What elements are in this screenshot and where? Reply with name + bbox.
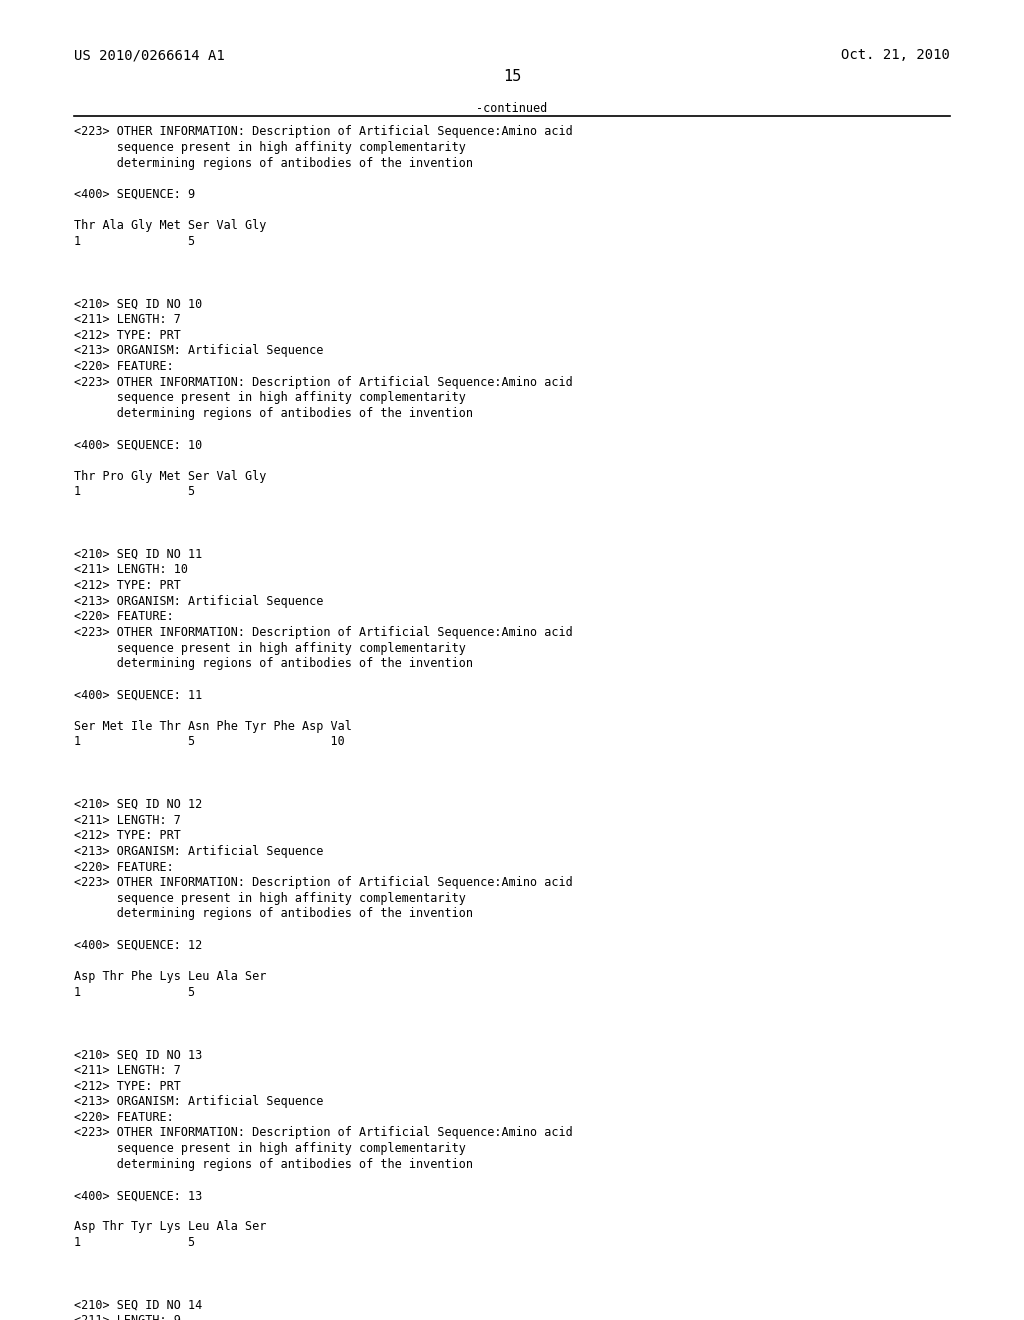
Text: <211> LENGTH: 7: <211> LENGTH: 7: [74, 813, 180, 826]
Text: 1               5                   10: 1 5 10: [74, 735, 344, 748]
Text: sequence present in high affinity complementarity: sequence present in high affinity comple…: [74, 391, 466, 404]
Text: <212> TYPE: PRT: <212> TYPE: PRT: [74, 1080, 180, 1093]
Text: <212> TYPE: PRT: <212> TYPE: PRT: [74, 829, 180, 842]
Text: <212> TYPE: PRT: <212> TYPE: PRT: [74, 329, 180, 342]
Text: Oct. 21, 2010: Oct. 21, 2010: [842, 49, 950, 62]
Text: -continued: -continued: [476, 102, 548, 115]
Text: Asp Thr Phe Lys Leu Ala Ser: Asp Thr Phe Lys Leu Ala Ser: [74, 970, 266, 983]
Text: 1               5: 1 5: [74, 486, 195, 498]
Text: <210> SEQ ID NO 12: <210> SEQ ID NO 12: [74, 799, 202, 810]
Text: <223> OTHER INFORMATION: Description of Artificial Sequence:Amino acid: <223> OTHER INFORMATION: Description of …: [74, 125, 572, 139]
Text: <223> OTHER INFORMATION: Description of Artificial Sequence:Amino acid: <223> OTHER INFORMATION: Description of …: [74, 876, 572, 890]
Text: 1               5: 1 5: [74, 235, 195, 248]
Text: <211> LENGTH: 7: <211> LENGTH: 7: [74, 1064, 180, 1077]
Text: Thr Ala Gly Met Ser Val Gly: Thr Ala Gly Met Ser Val Gly: [74, 219, 266, 232]
Text: Thr Pro Gly Met Ser Val Gly: Thr Pro Gly Met Ser Val Gly: [74, 470, 266, 483]
Text: sequence present in high affinity complementarity: sequence present in high affinity comple…: [74, 642, 466, 655]
Text: <223> OTHER INFORMATION: Description of Artificial Sequence:Amino acid: <223> OTHER INFORMATION: Description of …: [74, 1126, 572, 1139]
Text: 15: 15: [503, 69, 521, 84]
Text: <213> ORGANISM: Artificial Sequence: <213> ORGANISM: Artificial Sequence: [74, 345, 324, 358]
Text: determining regions of antibodies of the invention: determining regions of antibodies of the…: [74, 157, 473, 170]
Text: <211> LENGTH: 9: <211> LENGTH: 9: [74, 1315, 180, 1320]
Text: <223> OTHER INFORMATION: Description of Artificial Sequence:Amino acid: <223> OTHER INFORMATION: Description of …: [74, 626, 572, 639]
Text: <210> SEQ ID NO 10: <210> SEQ ID NO 10: [74, 297, 202, 310]
Text: <400> SEQUENCE: 10: <400> SEQUENCE: 10: [74, 438, 202, 451]
Text: <211> LENGTH: 7: <211> LENGTH: 7: [74, 313, 180, 326]
Text: sequence present in high affinity complementarity: sequence present in high affinity comple…: [74, 1142, 466, 1155]
Text: US 2010/0266614 A1: US 2010/0266614 A1: [74, 49, 224, 62]
Text: <213> ORGANISM: Artificial Sequence: <213> ORGANISM: Artificial Sequence: [74, 845, 324, 858]
Text: <210> SEQ ID NO 11: <210> SEQ ID NO 11: [74, 548, 202, 561]
Text: <223> OTHER INFORMATION: Description of Artificial Sequence:Amino acid: <223> OTHER INFORMATION: Description of …: [74, 376, 572, 388]
Text: <400> SEQUENCE: 12: <400> SEQUENCE: 12: [74, 939, 202, 952]
Text: sequence present in high affinity complementarity: sequence present in high affinity comple…: [74, 892, 466, 904]
Text: <400> SEQUENCE: 13: <400> SEQUENCE: 13: [74, 1189, 202, 1203]
Text: <210> SEQ ID NO 14: <210> SEQ ID NO 14: [74, 1299, 202, 1312]
Text: <211> LENGTH: 10: <211> LENGTH: 10: [74, 564, 187, 577]
Text: <400> SEQUENCE: 11: <400> SEQUENCE: 11: [74, 689, 202, 701]
Text: <210> SEQ ID NO 13: <210> SEQ ID NO 13: [74, 1048, 202, 1061]
Text: <400> SEQUENCE: 9: <400> SEQUENCE: 9: [74, 187, 195, 201]
Text: determining regions of antibodies of the invention: determining regions of antibodies of the…: [74, 407, 473, 420]
Text: <220> FEATURE:: <220> FEATURE:: [74, 360, 173, 374]
Text: determining regions of antibodies of the invention: determining regions of antibodies of the…: [74, 657, 473, 671]
Text: <220> FEATURE:: <220> FEATURE:: [74, 610, 173, 623]
Text: <212> TYPE: PRT: <212> TYPE: PRT: [74, 579, 180, 591]
Text: determining regions of antibodies of the invention: determining regions of antibodies of the…: [74, 1158, 473, 1171]
Text: 1               5: 1 5: [74, 1236, 195, 1249]
Text: determining regions of antibodies of the invention: determining regions of antibodies of the…: [74, 908, 473, 920]
Text: sequence present in high affinity complementarity: sequence present in high affinity comple…: [74, 141, 466, 154]
Text: 1               5: 1 5: [74, 986, 195, 999]
Text: <213> ORGANISM: Artificial Sequence: <213> ORGANISM: Artificial Sequence: [74, 594, 324, 607]
Text: <213> ORGANISM: Artificial Sequence: <213> ORGANISM: Artificial Sequence: [74, 1096, 324, 1109]
Text: <220> FEATURE:: <220> FEATURE:: [74, 861, 173, 874]
Text: <220> FEATURE:: <220> FEATURE:: [74, 1111, 173, 1123]
Text: Asp Thr Tyr Lys Leu Ala Ser: Asp Thr Tyr Lys Leu Ala Ser: [74, 1220, 266, 1233]
Text: Ser Met Ile Thr Asn Phe Tyr Phe Asp Val: Ser Met Ile Thr Asn Phe Tyr Phe Asp Val: [74, 719, 351, 733]
